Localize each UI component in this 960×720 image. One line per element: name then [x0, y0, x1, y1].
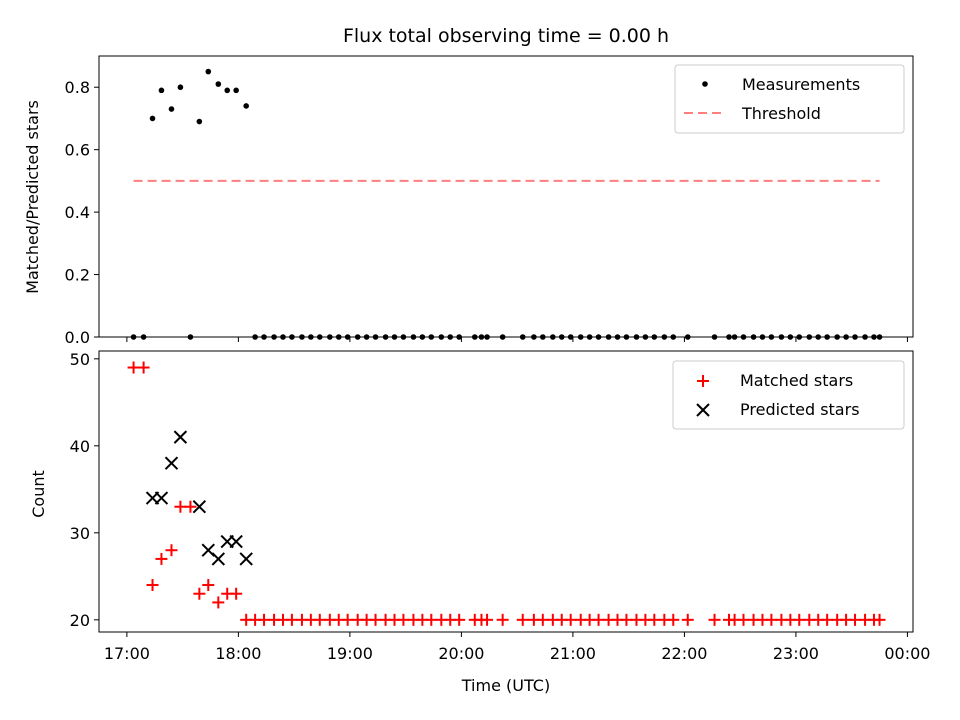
predicted-star-point [154, 491, 169, 505]
matched-star-point [146, 579, 159, 592]
predicted-star-point [173, 430, 188, 444]
bottom-x-ticks: 17:00 18:00 19:00 20:00 21:00 22:00 23:00 00:00 [104, 632, 930, 663]
matched-star-point [648, 613, 661, 626]
matched-star-point [620, 613, 633, 626]
top-legend-box [674, 64, 905, 134]
top-axes: 0.00.20.40.60.8 Matched/Predicted stars … [23, 55, 914, 347]
predicted-star-point [229, 534, 243, 549]
matched-star-point [193, 587, 206, 600]
chart-title: Flux total observing time = 0.00 h [343, 25, 669, 47]
y-tick-label: 40 [70, 437, 90, 456]
predicted-star-point [164, 456, 179, 470]
bottom-legend: Matched stars Predicted stars [672, 360, 905, 430]
legend-predicted-marker [696, 403, 710, 417]
predicted-star-point [192, 500, 207, 514]
matched-star-point [397, 613, 410, 626]
predicted-star-point [211, 552, 226, 566]
y-tick-label: 30 [70, 524, 90, 543]
legend-matched-marker [697, 375, 709, 387]
legend-measurements-marker [702, 81, 708, 87]
measurement-point [224, 87, 231, 94]
legend-measurements-label: Measurements [742, 75, 860, 94]
matched-star-point [174, 500, 187, 513]
matched-star-point [425, 613, 438, 626]
y-tick-label: 0.0 [65, 328, 90, 347]
x-axis-label: Time (UTC) [461, 676, 550, 695]
bottom-y-ticks: 20 30 40 50 [70, 350, 99, 630]
matched-star-point [793, 613, 806, 626]
legend-predicted-label: Predicted stars [740, 400, 860, 419]
y-tick-label: 50 [70, 350, 90, 369]
matched-star-point [849, 613, 862, 626]
matched-star-point [212, 596, 225, 609]
matched-star-point [313, 613, 326, 626]
bottom-plot-marks [127, 361, 886, 626]
measurement-point [177, 84, 184, 91]
x-tick-label: 20:00 [438, 644, 484, 663]
matched-star-point [258, 613, 271, 626]
x-tick-label: 19:00 [327, 644, 373, 663]
legend-threshold-label: Threshold [741, 104, 821, 123]
matched-star-point [481, 613, 494, 626]
measurement-point [149, 115, 156, 122]
matched-star-point [127, 361, 140, 374]
matched-star-point [592, 613, 605, 626]
matched-star-point [765, 613, 778, 626]
measurement-point [215, 81, 222, 87]
matched-star-point [184, 500, 197, 513]
matched-star-point [165, 544, 178, 557]
y-tick-label: 20 [70, 611, 90, 630]
matched-star-point [564, 613, 577, 626]
y-tick-label: 0.8 [65, 78, 90, 97]
matched-star-point [285, 613, 298, 626]
top-axes-frame [98, 55, 914, 338]
y-tick-label: 0.2 [65, 266, 90, 285]
matched-star-point [667, 613, 680, 626]
measurement-point [205, 68, 212, 75]
matched-star-point [821, 613, 834, 626]
bottom-legend-box [672, 360, 905, 430]
bottom-y-axis-label: Count [29, 470, 48, 518]
matched-star-point [341, 613, 354, 626]
x-tick-label: 23:00 [773, 644, 819, 663]
matched-star-point [137, 361, 150, 374]
top-x-ticks [126, 337, 908, 342]
measurement-point [243, 103, 249, 109]
matched-star-point [681, 613, 694, 626]
matched-star-point [230, 587, 243, 600]
x-tick-label: 18:00 [215, 644, 261, 663]
matched-star-point [369, 613, 382, 626]
matched-star-point [873, 613, 886, 626]
y-tick-label: 0.6 [65, 141, 90, 160]
top-y-ticks: 0.0 0.2 0.4 0.6 0.8 [65, 78, 99, 347]
x-tick-label: 22:00 [661, 644, 707, 663]
legend-matched-label: Matched stars [740, 371, 853, 390]
top-y-axis-label: Matched/Predicted stars [23, 100, 42, 294]
matched-star-point [516, 613, 529, 626]
measurement-point [168, 106, 175, 112]
measurement-point [196, 118, 203, 125]
x-tick-label: 00:00 [884, 644, 930, 663]
matched-star-point [453, 613, 466, 626]
matched-star-point [155, 552, 168, 565]
measurement-point [233, 87, 239, 94]
top-legend: Measurements Threshold [674, 64, 905, 134]
predicted-star-point [239, 552, 253, 566]
matched-star-point [496, 613, 509, 626]
matched-star-point [536, 613, 549, 626]
bottom-axes: 20 30 40 50 17:00 18:00 19:00 20:00 21:00 22:00 2… [29, 350, 930, 695]
x-tick-label: 21:00 [550, 644, 596, 663]
measurement-point [158, 87, 165, 94]
matched-star-point [202, 579, 215, 592]
matched-star-point [737, 613, 750, 626]
y-tick-label: 0.4 [65, 203, 90, 222]
x-tick-label: 17:00 [104, 644, 150, 663]
bottom-axes-frame [98, 350, 914, 633]
matched-star-point [708, 613, 721, 626]
